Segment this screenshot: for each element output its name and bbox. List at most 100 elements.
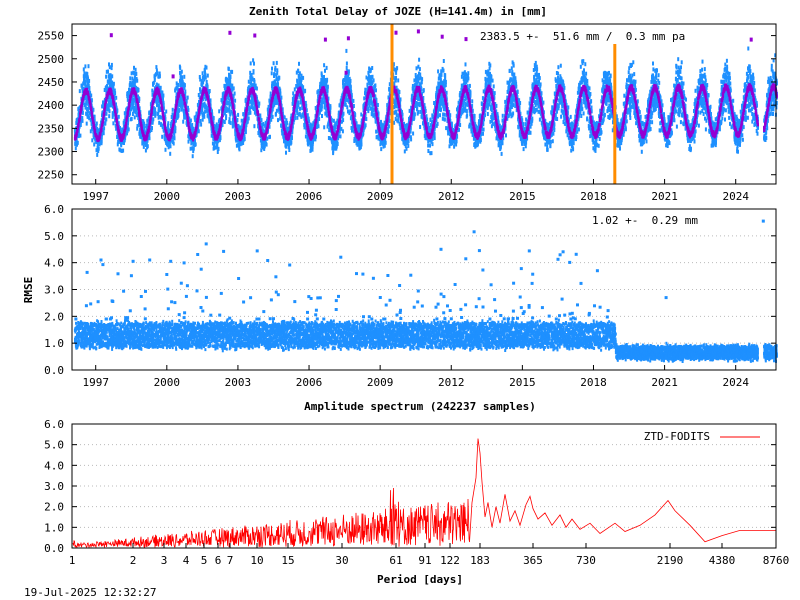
ztd-point	[109, 74, 112, 79]
ztd-point	[196, 129, 199, 133]
ztd-point	[187, 105, 189, 110]
ztd-point	[146, 144, 149, 149]
ztd-point	[136, 126, 139, 131]
ztd-point	[194, 142, 197, 147]
ztd-point	[169, 139, 172, 144]
ztd-point	[76, 140, 79, 145]
ztd-point	[206, 73, 209, 78]
ztd-point	[275, 60, 278, 65]
ztd-point	[252, 70, 255, 75]
ztd-point	[111, 111, 114, 116]
ztd-point	[380, 147, 383, 152]
ztd-point	[157, 105, 160, 110]
ztd-point	[148, 136, 151, 141]
ztd-point	[121, 128, 124, 133]
ztd-point	[199, 77, 202, 82]
ztd-point	[183, 115, 186, 120]
ztd-point	[157, 83, 160, 88]
ztd-point	[81, 116, 84, 120]
ztd-point	[89, 129, 92, 134]
ztd-point	[421, 77, 424, 82]
ztd-point	[93, 142, 96, 147]
ztd-point	[83, 81, 86, 86]
ztd-point	[104, 121, 107, 126]
ztd-point	[82, 67, 85, 72]
ztd-point	[134, 75, 136, 80]
ztd-point	[194, 139, 196, 144]
ztd-point	[126, 97, 129, 102]
ztd-point	[134, 79, 137, 84]
ztd-point	[116, 142, 119, 147]
ztd-point	[276, 68, 279, 73]
ztd-point	[204, 64, 207, 69]
ztd-point	[262, 122, 265, 126]
ztd-point	[178, 100, 181, 105]
ztd-point	[336, 142, 339, 146]
ztd-point	[87, 109, 90, 114]
ztd-point	[126, 131, 128, 136]
ztd-point	[162, 125, 165, 129]
ztd-point	[253, 61, 255, 66]
ztd-point	[205, 65, 208, 70]
ztd-point	[197, 125, 200, 130]
ztd-point	[410, 137, 413, 142]
ztd-point	[253, 124, 256, 129]
ztd-point	[352, 98, 355, 103]
ztd-point	[203, 67, 206, 72]
ztd-point	[302, 85, 305, 90]
ztd-point	[208, 119, 211, 124]
ztd-point	[228, 117, 231, 122]
ztd-point	[253, 79, 256, 84]
ztd-point	[208, 89, 211, 93]
ztd-point	[84, 79, 87, 84]
ztd-point	[88, 86, 91, 90]
ztd-point	[315, 134, 317, 139]
ztd-point	[417, 110, 420, 115]
ztd-point	[320, 104, 323, 109]
ztd-point	[258, 101, 261, 106]
ztd-point	[107, 80, 110, 85]
ztd-point	[211, 112, 214, 117]
ztd-point	[169, 151, 172, 156]
ztd-point	[146, 123, 149, 128]
ztd-point	[365, 117, 368, 121]
ztd-point	[179, 72, 182, 77]
ztd-point	[371, 74, 374, 79]
ztd-point	[437, 69, 440, 74]
ztd-point	[189, 121, 192, 126]
ztd-point	[84, 104, 87, 109]
ztd-point	[349, 109, 352, 114]
ztd-point	[162, 93, 165, 98]
ztd-point	[349, 84, 352, 89]
ztd-point	[105, 117, 108, 122]
ztd-point	[342, 111, 345, 116]
ztd-point	[227, 96, 230, 100]
ztd-point	[439, 113, 441, 118]
ztd-point	[229, 75, 232, 80]
ztd-point	[277, 118, 279, 123]
ztd-point	[399, 97, 402, 102]
ztd-point	[183, 85, 186, 90]
ztd-point	[209, 103, 212, 108]
ztd-point	[318, 117, 321, 121]
ztd-point	[321, 100, 324, 105]
ztd-point	[204, 73, 207, 78]
ztd-point	[189, 146, 192, 151]
ztd-point	[155, 65, 158, 70]
ztd-point	[175, 81, 178, 86]
ztd-point	[158, 71, 161, 76]
ztd-point	[105, 111, 108, 116]
ztd-point	[325, 113, 328, 118]
ztd-point	[216, 150, 219, 154]
ztd-point	[169, 144, 172, 149]
ztd-point	[97, 149, 100, 153]
ztd-point	[203, 112, 205, 117]
ztd-point	[87, 76, 89, 81]
ztd-point	[418, 57, 421, 62]
ztd-point	[243, 137, 246, 142]
ztd-point	[87, 114, 90, 119]
ztd-point	[95, 148, 98, 153]
ztd-point	[112, 85, 115, 90]
ztd-point	[197, 129, 200, 134]
